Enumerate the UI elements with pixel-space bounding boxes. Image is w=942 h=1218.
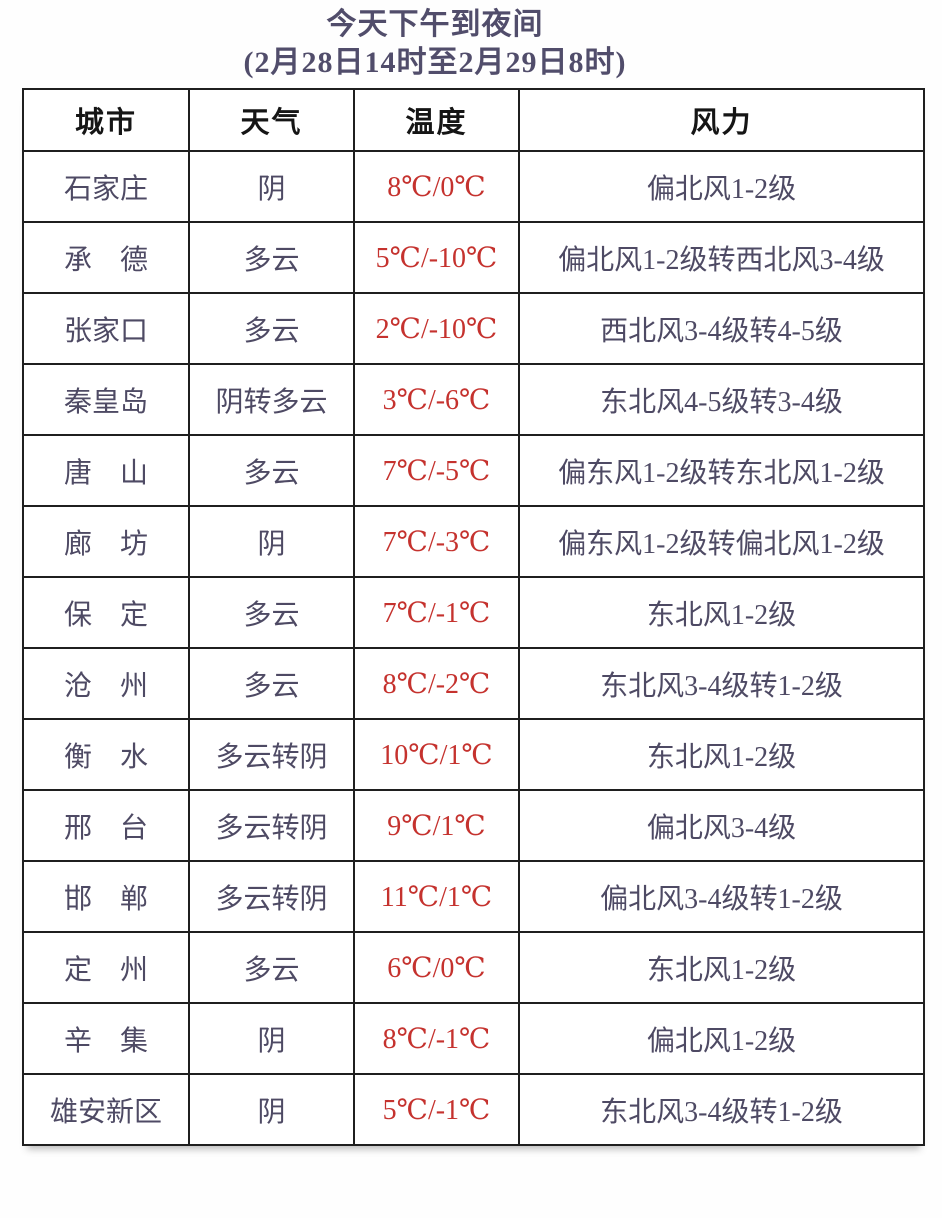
temperature-cell: 5℃/-10℃ [353, 221, 520, 294]
wind-cell: 东北风3-4级转1-2级 [518, 1073, 925, 1146]
weather-cell: 多云转阴 [188, 860, 355, 933]
table-row: 定 州 多云 6℃/0℃ 东北风1-2级 [22, 931, 925, 1004]
temperature-cell: 11℃/1℃ [353, 860, 520, 933]
city-cell: 邢 台 [22, 789, 190, 862]
city-cell: 辛 集 [22, 1002, 190, 1075]
weather-cell: 阴 [188, 1073, 355, 1146]
city-cell: 保 定 [22, 576, 190, 649]
weather-cell: 多云 [188, 576, 355, 649]
table-row: 雄安新区 阴 5℃/-1℃ 东北风3-4级转1-2级 [22, 1073, 925, 1146]
weather-cell: 阴转多云 [188, 363, 355, 436]
page-title-line2: (2月28日14时至2月29日8时) [243, 46, 627, 79]
table-header: 城市 天气 温度 风力 [22, 88, 925, 152]
wind-cell: 东北风1-2级 [518, 718, 925, 791]
page-title-line1: 今天下午到夜间 [326, 8, 544, 41]
temperature-cell: 7℃/-1℃ [353, 576, 520, 649]
temperature-cell: 8℃/0℃ [353, 150, 520, 223]
city-cell: 沧 州 [22, 647, 190, 720]
table-row: 保 定 多云 7℃/-1℃ 东北风1-2级 [22, 576, 925, 649]
table-row: 张家口 多云 2℃/-10℃ 西北风3-4级转4-5级 [22, 292, 925, 365]
city-cell: 张家口 [22, 292, 190, 365]
table-row: 邯 郸 多云转阴 11℃/1℃ 偏北风3-4级转1-2级 [22, 860, 925, 933]
table-row: 廊 坊 阴 7℃/-3℃ 偏东风1-2级转偏北风1-2级 [22, 505, 925, 578]
weather-cell: 多云 [188, 647, 355, 720]
city-cell: 定 州 [22, 931, 190, 1004]
weather-cell: 阴 [188, 505, 355, 578]
city-cell: 邯 郸 [22, 860, 190, 933]
city-cell: 廊 坊 [22, 505, 190, 578]
table-row: 辛 集 阴 8℃/-1℃ 偏北风1-2级 [22, 1002, 925, 1075]
wind-cell: 偏东风1-2级转偏北风1-2级 [518, 505, 925, 578]
wind-cell: 东北风1-2级 [518, 931, 925, 1004]
weather-cell: 多云转阴 [188, 718, 355, 791]
wind-cell: 东北风4-5级转3-4级 [518, 363, 925, 436]
weather-cell: 多云 [188, 434, 355, 507]
header-wind: 风力 [518, 88, 925, 152]
table-body: 石家庄 阴 8℃/0℃ 偏北风1-2级 承 德 多云 5℃/-10℃ 偏北风1-… [22, 150, 925, 1146]
weather-cell: 多云转阴 [188, 789, 355, 862]
weather-cell: 多云 [188, 221, 355, 294]
temperature-cell: 8℃/-1℃ [353, 1002, 520, 1075]
wind-cell: 东北风1-2级 [518, 576, 925, 649]
city-cell: 衡 水 [22, 718, 190, 791]
header-weather: 天气 [188, 88, 355, 152]
city-cell: 秦皇岛 [22, 363, 190, 436]
temperature-cell: 8℃/-2℃ [353, 647, 520, 720]
header-city: 城市 [22, 88, 190, 152]
wind-cell: 偏北风1-2级 [518, 150, 925, 223]
weather-table: 城市 天气 温度 风力 石家庄 阴 8℃/0℃ 偏北风1-2级 承 德 多云 5… [22, 88, 925, 1146]
weather-cell: 阴 [188, 150, 355, 223]
header-row: 城市 天气 温度 风力 [22, 88, 925, 152]
city-cell: 雄安新区 [22, 1073, 190, 1146]
table-row: 衡 水 多云转阴 10℃/1℃ 东北风1-2级 [22, 718, 925, 791]
table-row: 邢 台 多云转阴 9℃/1℃ 偏北风3-4级 [22, 789, 925, 862]
wind-cell: 偏北风1-2级转西北风3-4级 [518, 221, 925, 294]
table-row: 秦皇岛 阴转多云 3℃/-6℃ 东北风4-5级转3-4级 [22, 363, 925, 436]
table-row: 石家庄 阴 8℃/0℃ 偏北风1-2级 [22, 150, 925, 223]
weather-cell: 多云 [188, 292, 355, 365]
temperature-cell: 7℃/-3℃ [353, 505, 520, 578]
city-cell: 石家庄 [22, 150, 190, 223]
wind-cell: 西北风3-4级转4-5级 [518, 292, 925, 365]
wind-cell: 偏北风3-4级 [518, 789, 925, 862]
temperature-cell: 2℃/-10℃ [353, 292, 520, 365]
wind-cell: 偏东风1-2级转东北风1-2级 [518, 434, 925, 507]
temperature-cell: 6℃/0℃ [353, 931, 520, 1004]
wind-cell: 偏北风1-2级 [518, 1002, 925, 1075]
table-row: 承 德 多云 5℃/-10℃ 偏北风1-2级转西北风3-4级 [22, 221, 925, 294]
temperature-cell: 7℃/-5℃ [353, 434, 520, 507]
header-temp: 温度 [353, 88, 520, 152]
temperature-cell: 9℃/1℃ [353, 789, 520, 862]
temperature-cell: 3℃/-6℃ [353, 363, 520, 436]
page-title: 今天下午到夜间 (2月28日14时至2月29日8时) [0, 6, 906, 82]
weather-cell: 多云 [188, 931, 355, 1004]
city-cell: 承 德 [22, 221, 190, 294]
weather-cell: 阴 [188, 1002, 355, 1075]
temperature-cell: 5℃/-1℃ [353, 1073, 520, 1146]
table-row: 唐 山 多云 7℃/-5℃ 偏东风1-2级转东北风1-2级 [22, 434, 925, 507]
table-row: 沧 州 多云 8℃/-2℃ 东北风3-4级转1-2级 [22, 647, 925, 720]
wind-cell: 偏北风3-4级转1-2级 [518, 860, 925, 933]
city-cell: 唐 山 [22, 434, 190, 507]
wind-cell: 东北风3-4级转1-2级 [518, 647, 925, 720]
temperature-cell: 10℃/1℃ [353, 718, 520, 791]
